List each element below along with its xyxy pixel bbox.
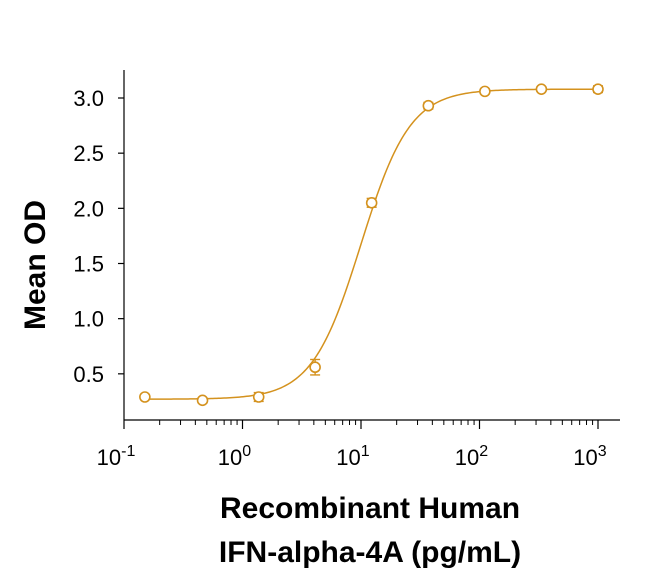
y-tick-label: 2.0 [73,196,104,221]
data-point [422,99,435,112]
data-point [479,85,491,98]
x-tick-label: 101 [336,443,369,470]
x-tick-label: 102 [455,443,488,470]
data-point [252,391,265,403]
x-ticks: 10-1 100 101 102 103 [97,420,607,470]
point-marker [592,83,604,95]
point-marker [365,197,378,209]
fit-curve [144,88,598,400]
data-point [592,83,604,95]
data-point [535,83,548,95]
point-marker [479,85,491,98]
x-tick-label: 103 [573,443,606,470]
x-tick-label: 10-1 [97,443,136,470]
axes [123,70,620,421]
point-marker [309,361,321,374]
y-tick-label: 0.5 [73,362,104,387]
point-marker [139,391,151,403]
data-point [196,394,209,407]
data-points [139,83,604,407]
x-axis-title-line-1: Recombinant Human [220,492,520,525]
data-point [309,358,321,376]
data-point [365,197,378,209]
point-marker [252,391,265,403]
x-axis-title-line-2: IFN-alpha-4A (pg/mL) [219,536,521,569]
point-marker [196,394,209,407]
point-marker [535,83,548,95]
y-tick-label: 1.0 [73,307,104,332]
y-tick-label: 2.5 [73,141,104,166]
x-tick-label: 100 [218,443,251,470]
y-axis-title: Mean OD [19,200,52,330]
data-point [139,391,151,403]
y-ticks: 0.5 1.0 1.5 2.0 2.5 3.0 [73,86,124,387]
y-tick-label: 3.0 [73,86,104,111]
x-minor-ticks [159,420,594,425]
y-tick-label: 1.5 [73,252,104,277]
point-marker [422,99,435,112]
